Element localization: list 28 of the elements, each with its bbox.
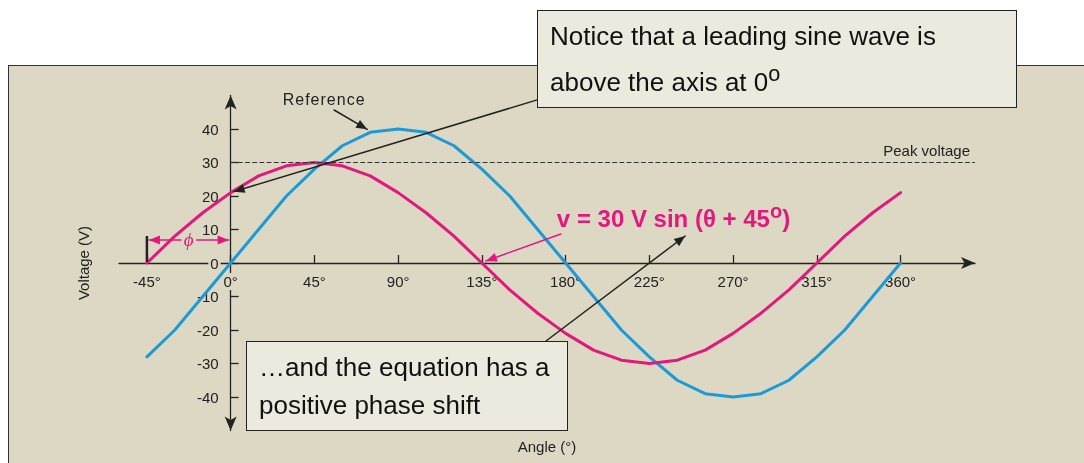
x-tick-label: 315° [801, 273, 833, 290]
x-tick-label: 180° [550, 273, 582, 290]
x-tick-label: 225° [633, 273, 665, 290]
series-label: Reference [282, 91, 366, 108]
y-tick-label: 40 [201, 120, 219, 138]
x-tick-label: 0° [223, 273, 238, 290]
y-tick-label: 0 [210, 254, 219, 272]
x-tick-label: 45° [303, 273, 326, 290]
y-tick-label: -20 [196, 321, 219, 339]
x-tick-label: 360° [885, 273, 917, 290]
callout-box: Notice that a leading sine wave is above the axis at 0$^{o}$ [537, 10, 1017, 108]
x-tick-label: 270° [717, 273, 749, 290]
y-tick-label: -40 [196, 388, 219, 406]
series-label: v = 30 V sin (θ + 45$^{o}$) [556, 200, 791, 232]
x-axis-title: Angle (°) [517, 438, 577, 455]
annotation: …and the equation has a positive phase shift [259, 352, 550, 420]
annotation: ϕ [183, 228, 194, 250]
y-axis-title: Voltage (V) [74, 225, 92, 301]
x-tick-label: 135° [466, 273, 498, 290]
y-tick-label: 10 [201, 221, 219, 238]
annotation: Notice that a leading sine wave is above the axis at 0$^{o}$ [550, 21, 936, 97]
callout-box: …and the equation has a positive phase shift [246, 341, 568, 431]
y-tick-label: -30 [196, 355, 219, 372]
x-tick-label: 90° [386, 273, 410, 290]
ref-line-label: Peak voltage [883, 141, 970, 159]
y-tick-label: 30 [201, 154, 219, 171]
x-tick-label: -45° [133, 273, 161, 290]
y-tick-label: 20 [201, 187, 219, 205]
